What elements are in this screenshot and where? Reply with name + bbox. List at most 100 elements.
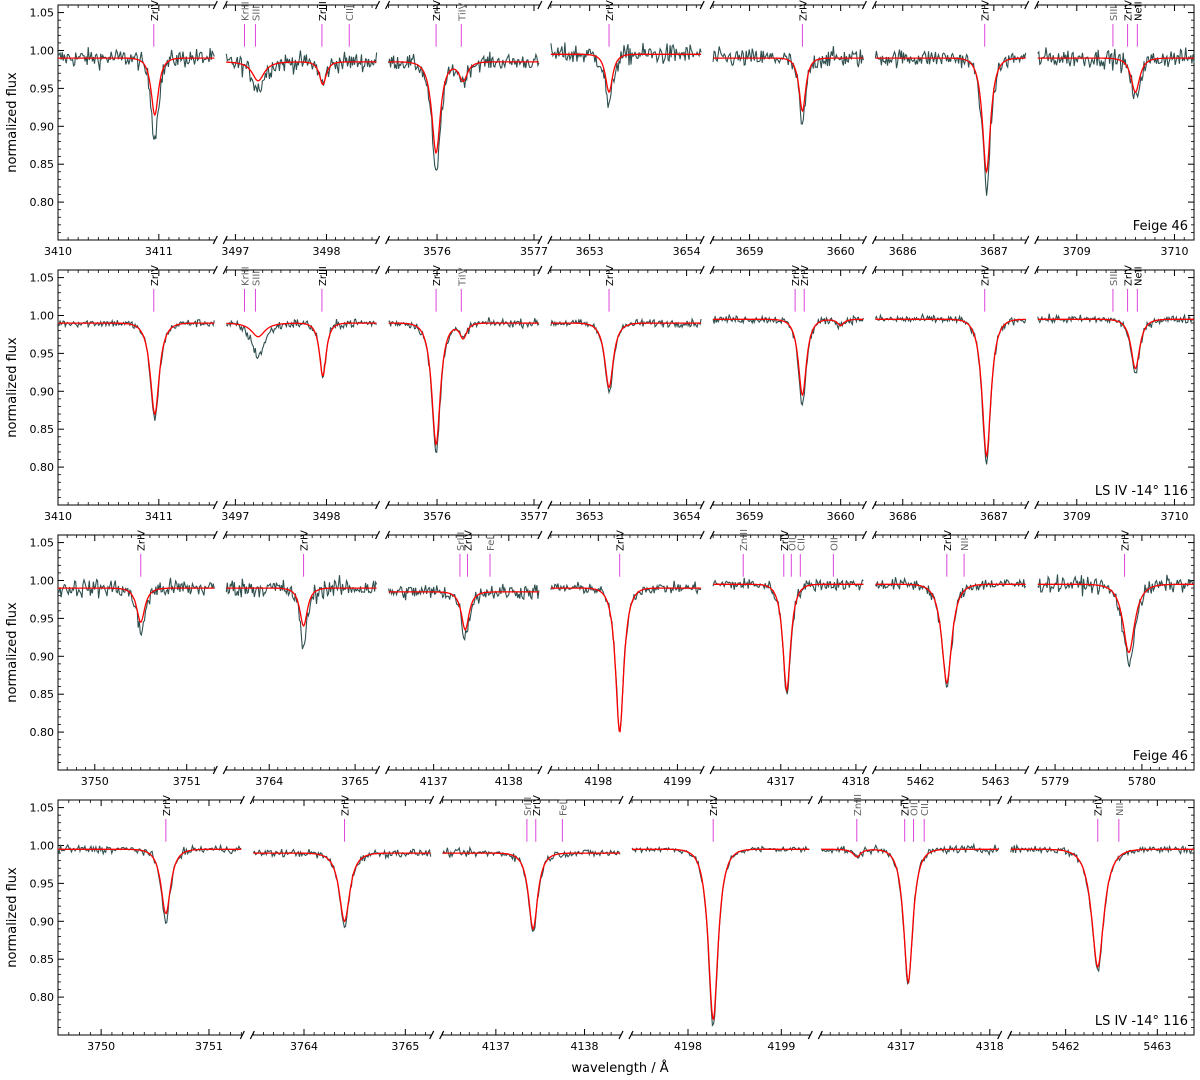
axis-break-mark-top [429,795,435,805]
line-label: ZrIV [901,795,912,816]
axis-break-mark-top [709,0,715,10]
observed-spectrum [550,42,702,108]
model-spectrum [875,583,1026,685]
x-tick-label: 3659 [736,510,764,523]
axis-break-gap-top [215,531,226,539]
line-label: SIII [1109,271,1120,286]
model-spectrum [713,57,864,113]
model-spectrum [58,322,215,416]
line-label: TiIV [457,267,468,287]
x-tick-label: 3660 [827,510,855,523]
axis-break-mark-top [1034,0,1040,10]
segment-2: 3764 3765 ZrIV [212,530,378,788]
model-spectrum [713,583,864,693]
axis-break-mark-top [212,265,218,275]
line-label: ZrIV [709,795,720,816]
axis-break-gap-top [864,266,875,274]
x-tick-label: 4198 [584,775,612,788]
axis-break-mark-top [547,265,553,275]
axis-break-gap [539,766,550,774]
line-label: ZrIV [150,0,161,21]
axis-break-mark [861,500,867,510]
line-label: NeII [1133,1,1144,21]
axis-break-mark [861,765,867,775]
line-label: ZrIV [605,0,616,21]
axis-break-mark-top [375,0,381,10]
observed-spectrum [57,318,215,421]
line-label: ZrIV [137,530,148,551]
axis-break-gap [702,501,713,509]
axis-break-mark-top [1034,530,1040,540]
line-label: ZrIV [791,265,802,286]
axis-break-mark-top [439,795,445,805]
axis-break-mark-top [1034,265,1040,275]
observed-spectrum [712,577,864,695]
observed-spectrum [874,312,1027,465]
x-tick-label: 4317 [887,1040,915,1053]
line-label: ZnIII [853,794,864,816]
x-tick-label: 3654 [673,245,701,258]
axis-break-gap [215,501,226,509]
model-spectrum [58,848,242,915]
line-label: ZrIV [981,0,992,21]
axis-break-mark-top [1024,265,1030,275]
line-label: ZnIII [739,529,750,551]
y-tick-label: 0.80 [30,991,55,1004]
line-label: NII [1115,803,1126,816]
x-tick-label: 3709 [1063,245,1091,258]
x-tick-label: 4137 [482,1040,510,1053]
x-tick-label: 3577 [520,245,548,258]
axis-break-mark-top [547,530,553,540]
segment-2: 3497 3498 KrIII SIII ZrIII CIII [212,0,378,258]
axis-break-mark [537,500,543,510]
axis-break-gap-top [377,1,388,9]
y-tick-label: 0.90 [30,120,55,133]
line-label: ZrIV [943,530,954,551]
observed-spectrum [388,51,540,171]
line-label: SIII [251,6,262,21]
x-tick-label: 3411 [145,245,173,258]
axis-break-gap-top [702,266,713,274]
axis-break-gap [864,766,875,774]
x-tick-label: 4199 [663,775,691,788]
x-tick-label: 4137 [420,775,448,788]
axis-break-mark-top [618,795,624,805]
model-spectrum [388,322,539,447]
axis-break-gap-top [539,266,550,274]
model-spectrum [442,852,620,931]
observed-spectrum [1037,313,1195,374]
axis-break-mark-top [997,795,1003,805]
x-tick-label: 4317 [767,775,795,788]
x-tick-label: 5463 [1143,1040,1171,1053]
observed-spectrum [631,845,810,1027]
axis-break-gap [702,766,713,774]
y-axis-label: normalized flux [5,72,20,173]
segment-7: 5779 5780 ZrIV [1024,530,1195,788]
star-label: LS IV -14° 116 [1095,1014,1188,1029]
y-tick-label: 0.80 [30,196,55,209]
x-tick-label: 3659 [736,245,764,258]
observed-spectrum [875,576,1027,689]
x-tick-label: 5463 [982,775,1010,788]
axis-break-gap-top [1026,1,1037,9]
line-label: TiIV [457,2,468,22]
observed-spectrum [550,317,702,395]
axis-break-gap [377,501,388,509]
panel-frame [57,534,1195,771]
model-spectrum [550,53,702,93]
y-tick-label: 1.05 [30,272,55,285]
observed-spectrum [1037,574,1195,668]
observed-spectrum [712,313,864,407]
axis-break-mark [429,1030,435,1040]
x-tick-label: 3576 [423,510,451,523]
axis-break-mark [537,765,543,775]
axis-break-mark [699,500,705,510]
segment-3: 3576 3577 ZrIV TiIV [375,265,548,523]
y-axis-label: normalized flux [5,337,20,438]
x-tick-label: 3654 [673,510,701,523]
y-tick-label: 0.90 [30,385,55,398]
line-label: ZrIV [532,795,543,816]
model-spectrum [1037,57,1194,94]
